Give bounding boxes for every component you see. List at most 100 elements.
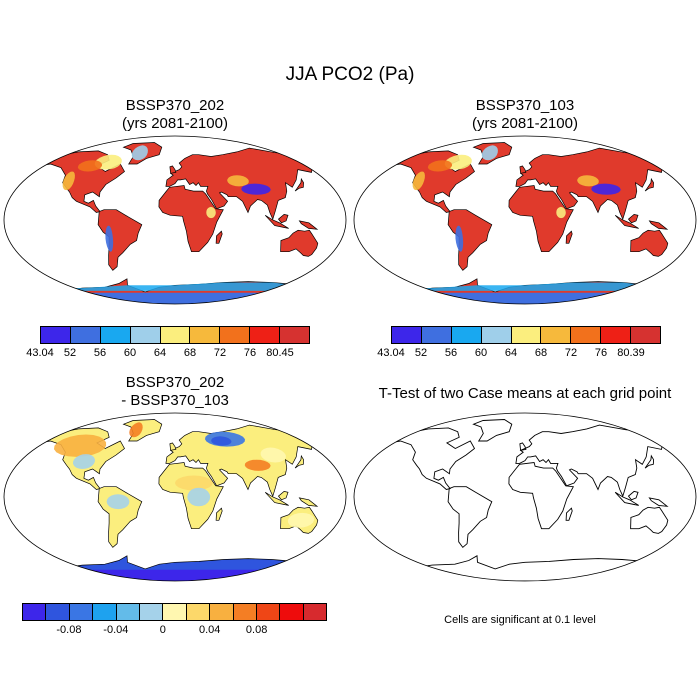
map-border (3, 412, 347, 582)
diff-antarctic-interior (42, 569, 308, 581)
colorbar-tick-label: 52 (414, 347, 428, 359)
map-border (3, 135, 347, 305)
colorbar-swatch (392, 327, 422, 343)
map-svg (353, 135, 697, 305)
panel4-ttest-title: T-Test of two Case means at each grid po… (378, 385, 672, 402)
field-rockies-patch (62, 171, 75, 191)
field-ethiopia-patch (556, 206, 566, 219)
colorbar-tick-label: 0 (159, 624, 166, 636)
colorbar-tick-label: 76 (594, 347, 608, 359)
colorbar-swatch (511, 327, 542, 343)
landmass-uk (519, 442, 527, 451)
field-tibet-diff (244, 459, 271, 471)
colorbar-tick-label: 43.04 (377, 347, 405, 359)
field-ethiopia-patch (206, 206, 216, 219)
panel1-case-name: BSSP370_202 (125, 97, 225, 114)
colorbar-tick-label: 64 (504, 347, 518, 359)
landmass-newguinea (298, 220, 319, 230)
colorbar-swatches (22, 603, 327, 621)
colorbar-swatch (280, 604, 304, 620)
colorbar-swatch (280, 327, 310, 343)
colorbar-tick-label: -0.04 (103, 624, 129, 636)
landmass-samerica (447, 209, 493, 271)
panel3-case-name: BSSP370_202 (125, 374, 225, 391)
map-svg (3, 135, 347, 305)
landmass-newzealand (673, 252, 688, 264)
map-border (353, 412, 697, 582)
landmass-newguinea (648, 497, 669, 507)
panel4-map (352, 411, 698, 583)
landmass-africa (158, 185, 224, 253)
panel1-years: (yrs 2081-2100) (122, 115, 228, 132)
landmass-antarctica (384, 555, 666, 581)
colorbar-swatch (46, 604, 70, 620)
colorbar-swatch (186, 604, 211, 620)
colorbar-tick-label: 0.08 (245, 624, 268, 636)
colorbar-swatch (41, 327, 71, 343)
field-tibet-patch (591, 183, 621, 195)
field-central-asia-patch (577, 175, 599, 187)
landmass-madagascar (565, 507, 573, 521)
field-greenland-patch (481, 145, 498, 161)
landmass-samerica (97, 209, 143, 271)
landmass-namerica (386, 427, 476, 490)
landmass-africa (508, 185, 574, 253)
field-siberia-core-diff (211, 436, 232, 446)
landmass-borneo (628, 214, 639, 224)
landmass-uk (519, 165, 527, 174)
landmass-japan (644, 177, 654, 192)
colorbar-swatch (163, 604, 187, 620)
landmass-borneo (278, 491, 289, 501)
field-rockies-patch (412, 171, 425, 191)
colorbar-tick-label: 52 (63, 347, 77, 359)
colorbar-tick-label: -0.08 (56, 624, 82, 636)
colorbar-tick-label: 72 (564, 347, 578, 359)
map-svg (3, 412, 347, 582)
colorbar-swatch (69, 604, 94, 620)
landmass-indonesia (264, 492, 289, 506)
map-content (34, 142, 338, 304)
landmass-australia (280, 229, 319, 257)
colorbar-swatch (601, 327, 632, 343)
landmass-samerica (447, 486, 493, 549)
landmass-borneo (627, 490, 639, 501)
colorbar-tick-label: 80.45 (266, 347, 294, 359)
landmass-indonesia (264, 215, 289, 229)
colorbar-swatch (451, 327, 482, 343)
panel3-colorbar: -0.08 -0.04 0 0.04 0.08 (22, 603, 327, 637)
landmass-australia (630, 229, 669, 257)
field-canada-patch (427, 160, 452, 172)
field-greenland-diff (129, 422, 143, 438)
field-canada-patch (77, 160, 102, 172)
colorbar-tick-label: 68 (183, 347, 197, 359)
colorbar-swatch (210, 604, 234, 620)
field-aus-diff (287, 512, 314, 528)
colorbar-swatch (233, 604, 257, 620)
landmass-uk (169, 165, 177, 174)
colorbar-swatch (160, 327, 191, 343)
landmass-newguinea (298, 497, 319, 507)
map-svg (353, 412, 697, 582)
field-central-asia-patch (227, 175, 249, 187)
landmass-borneo (278, 214, 289, 224)
panel2-years: (yrs 2081-2100) (472, 115, 578, 132)
colorbar-swatch (250, 327, 281, 343)
colorbar-tick-label: 60 (474, 347, 488, 359)
landmass-japan (644, 454, 655, 469)
colorbar-swatch (190, 327, 221, 343)
landmass-madagascar (565, 230, 573, 244)
colorbar-tick-label: 64 (153, 347, 167, 359)
colorbar-tick-label: 0.04 (198, 624, 221, 636)
panel2-colorbar: 43.04 52 56 60 64 68 72 76 80.39 (377, 326, 661, 360)
field-sahel-diff (175, 475, 213, 491)
field-greenland-patch (131, 145, 148, 161)
field-antarctic-coast (34, 282, 316, 291)
landmass-japan (294, 177, 304, 192)
colorbar-swatch (220, 327, 251, 343)
panel1-colorbar: 43.04 52 56 60 64 68 72 76 80.45 (26, 326, 310, 360)
panel4-title: T-Test of two Case means at each grid po… (350, 385, 700, 403)
colorbar-tick-label: 56 (444, 347, 458, 359)
panel2-title: BSSP370_103 (yrs 2081-2100) (350, 97, 700, 133)
colorbar-swatch (571, 327, 602, 343)
landmass-australia (630, 506, 669, 534)
